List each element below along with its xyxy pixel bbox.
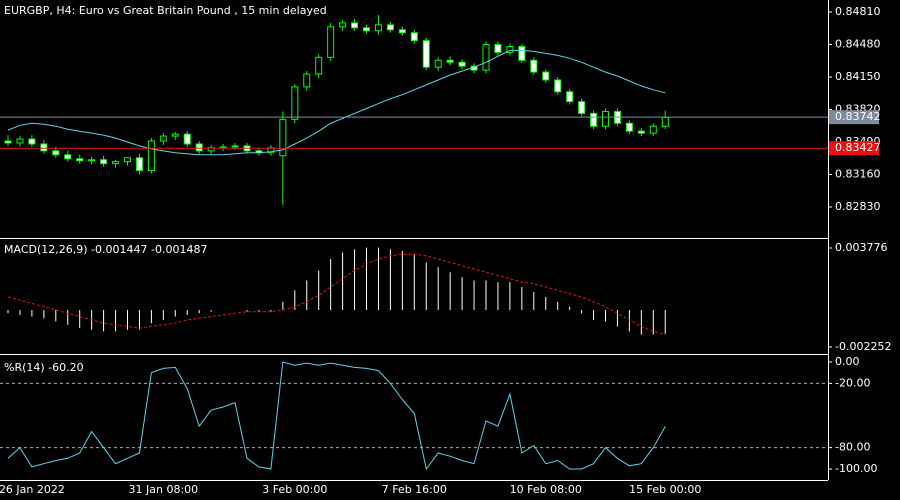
y-tick-label: 0.84480 [835,38,881,51]
candle-body [327,26,335,58]
candle-body [446,59,454,63]
y-tick-label: 0.003776 [835,241,888,254]
y-tick-label: 0.84810 [835,5,881,18]
candle-body [351,22,359,29]
candle-body [506,45,514,53]
x-tick-label: 31 Jan 08:00 [129,483,199,496]
candle-body [398,29,406,34]
macd-title: MACD(12,26,9) -0.001447 -0.001487 [4,243,207,256]
x-tick-label: 7 Feb 16:00 [382,483,447,496]
candle-body [482,44,490,71]
y-tick-label: -20.00 [835,376,870,389]
candle-body [231,145,239,148]
candle-body [590,112,598,127]
candle-body [135,157,143,172]
moving-average [7,49,666,156]
candle-body [100,159,108,165]
y-tick-label: -100.00 [835,462,877,475]
candle-body [291,86,299,120]
candle-body [279,118,287,157]
candle-body [4,140,12,144]
candle-body [195,143,203,152]
x-tick-label: 15 Feb 00:00 [629,483,701,496]
candle-body [159,135,167,142]
candle-body [124,157,131,163]
candle-body [637,130,645,134]
candle-body [434,59,442,68]
y-tick-label: 0.82830 [835,200,881,213]
candle-body [363,27,370,32]
candle-body [88,159,96,162]
candle-body [64,154,72,160]
x-tick-label: 26 Jan 2022 [0,483,65,496]
signal-line [7,253,666,335]
x-tick-label: 10 Feb 08:00 [510,483,582,496]
chart-title: EURGBP, H4: Euro vs Great Britain Pound … [4,4,327,17]
candle-body [16,138,24,144]
candle-body [494,44,502,53]
candle-body [76,158,84,162]
candle-body [566,91,574,103]
y-tick-label: 0.00 [835,355,860,368]
candle-body [171,133,179,137]
candle-body [386,24,394,31]
candle-body [649,125,657,134]
candle-body [28,138,36,145]
y-tick-label: 0.83160 [835,167,881,180]
candle-body [661,116,669,127]
candle-body [458,61,466,67]
x-tick-label: 3 Feb 00:00 [262,483,327,496]
candle-body [554,79,562,93]
y-tick-label: -0.002252 [835,340,891,353]
candle-body [542,71,550,81]
candle-body [339,22,347,28]
price-label-box [829,110,879,125]
price-label-box [829,141,879,156]
candle-body [52,150,60,156]
y-tick-label: -80.00 [835,441,870,454]
candle-body [40,143,48,152]
candle-body [578,101,586,114]
candle-body [315,56,323,75]
candle-body [112,161,120,165]
candle-body [183,133,191,145]
candle-body [518,45,526,61]
candle-body [530,59,538,73]
candle-body [147,140,155,172]
price-label: 0.83427 [835,141,881,154]
wpr-title: %R(14) -60.20 [4,361,84,374]
candle-body [625,122,633,132]
candle-body [602,110,609,127]
candle-body [422,40,430,68]
candle-body [374,24,382,32]
wpr-line [7,361,666,471]
candle-body [410,32,418,42]
y-tick-label: 0.84150 [835,70,881,83]
price-label: 0.83742 [835,110,881,123]
candle-body [303,73,311,88]
